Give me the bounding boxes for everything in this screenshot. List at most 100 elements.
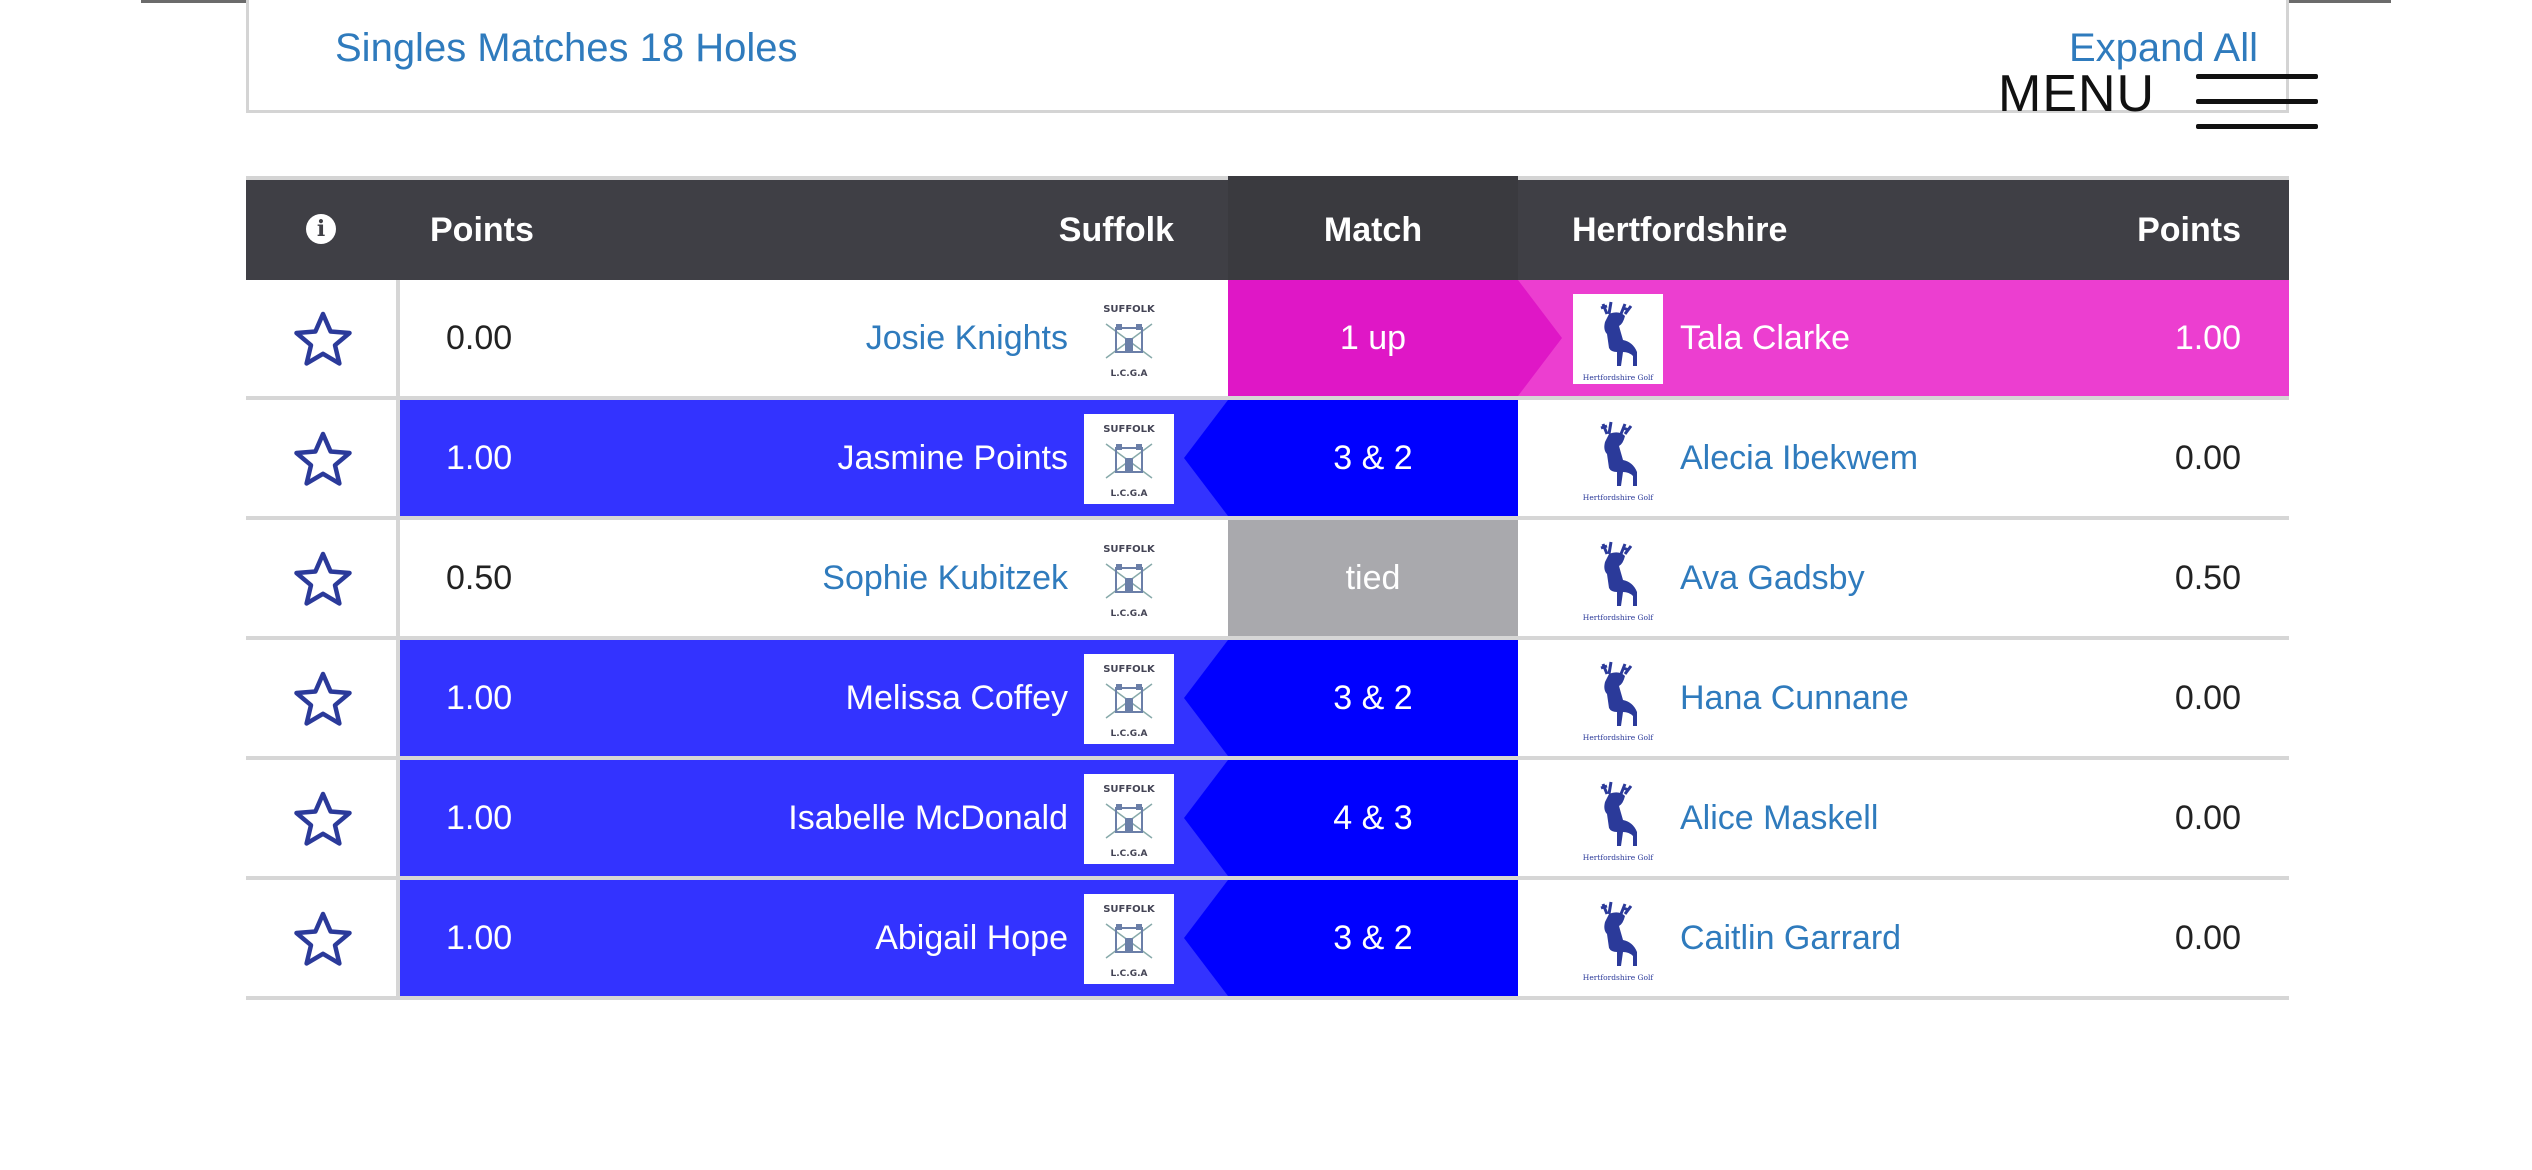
singles-results-table: i Points Suffolk Match Hertfordshire Poi… [246,176,2289,1000]
left-player-name[interactable]: Josie Knights [865,319,1068,357]
favorite-star-button[interactable] [246,280,400,396]
svg-text:L.C.G.A: L.C.G.A [1111,849,1148,859]
left-player-cell: 1.00 Abigail Hope SUFFOLK L.C.G.A [400,880,1228,996]
right-player-name[interactable]: Alecia Ibekwem [1680,439,1919,477]
svg-text:SUFFOLK: SUFFOLK [1103,424,1156,435]
match-result-cell[interactable]: tied [1228,520,1518,636]
right-player-name[interactable]: Ava Gadsby [1680,559,1865,597]
hertfordshire-logo: Hertfordshire Golf [1573,294,1663,384]
info-icon[interactable]: i [306,214,336,244]
left-player-cell: 1.00 Isabelle McDonald SUFFOLK L.C.G.A [400,760,1228,876]
left-points: 1.00 [446,799,513,837]
winner-arrow-left [1184,880,1228,996]
table-body: 0.00 Josie Knights SUFFOLK L.C.G.A 1 up Hertf… [246,280,2289,1000]
left-player-cell: 0.50 Sophie Kubitzek SUFFOLK L.C.G.A [400,520,1228,636]
left-player-name[interactable]: Jasmine Points [837,439,1068,477]
right-points: 0.50 [2174,559,2241,597]
svg-text:SUFFOLK: SUFFOLK [1103,544,1156,555]
svg-text:Hertfordshire Golf: Hertfordshire Golf [1583,373,1655,382]
svg-text:SUFFOLK: SUFFOLK [1103,664,1156,675]
left-player-cell: 1.00 Jasmine Points SUFFOLK L.C.G.A [400,400,1228,516]
right-points: 0.00 [2174,679,2241,717]
match-result: tied [1345,559,1401,597]
expand-all-link[interactable]: Expand All [2068,26,2258,70]
table-row[interactable]: 1.00 Jasmine Points SUFFOLK L.C.G.A 3 & 2 Her… [246,400,2289,520]
favorite-star-button[interactable] [246,760,400,876]
suffolk-logo: SUFFOLK L.C.G.A [1084,774,1174,864]
winner-arrow-left [1184,760,1228,876]
table-row[interactable]: 1.00 Melissa Coffey SUFFOLK L.C.G.A 3 & 2 Her… [246,640,2289,760]
right-player-cell: Hertfordshire Golf Tala Clarke 1.00 [1518,280,2289,396]
left-player-name[interactable]: Melissa Coffey [845,679,1068,717]
right-points: 0.00 [2174,799,2241,837]
section-title[interactable]: Singles Matches 18 Holes [335,26,798,70]
svg-text:L.C.G.A: L.C.G.A [1111,729,1148,739]
right-player-cell: Hertfordshire Golf Ava Gadsby 0.50 [1518,520,2289,636]
table-row[interactable]: 1.00 Isabelle McDonald SUFFOLK L.C.G.A 4 & 3… [246,760,2289,880]
left-player-cell: 1.00 Melissa Coffey SUFFOLK L.C.G.A [400,640,1228,756]
left-points: 0.00 [446,319,513,357]
svg-text:Hertfordshire Golf: Hertfordshire Golf [1583,613,1655,622]
match-result: 4 & 3 [1333,799,1413,837]
match-result: 3 & 2 [1333,439,1413,477]
favorite-star-button[interactable] [246,520,400,636]
svg-text:SUFFOLK: SUFFOLK [1103,904,1156,915]
table-row[interactable]: 1.00 Abigail Hope SUFFOLK L.C.G.A 3 & 2 Hertf… [246,880,2289,1000]
right-player-name[interactable]: Tala Clarke [1680,319,1851,357]
hertfordshire-logo: Hertfordshire Golf [1573,654,1663,744]
suffolk-logo: SUFFOLK L.C.G.A [1084,414,1174,504]
favorite-star-button[interactable] [246,640,400,756]
right-points: 0.00 [2174,919,2241,957]
right-player-name[interactable]: Caitlin Garrard [1680,919,1902,957]
team-right-header: Hertfordshire [1572,211,1788,249]
match-header-bg [1228,176,1518,280]
svg-text:L.C.G.A: L.C.G.A [1111,489,1148,499]
svg-text:SUFFOLK: SUFFOLK [1103,304,1156,315]
section-header: Singles Matches 18 Holes Expand All [246,0,2289,113]
right-player-cell: Hertfordshire Golf Hana Cunnane 0.00 [1518,640,2289,756]
winner-arrow-left [1184,400,1228,516]
right-player-cell: Hertfordshire Golf Alice Maskell 0.00 [1518,760,2289,876]
favorite-star-button[interactable] [246,880,400,996]
winner-arrow-right [1518,280,1562,396]
table-header: i Points Suffolk Match Hertfordshire Poi… [246,176,2289,280]
right-player-cell: Hertfordshire Golf Alecia Ibekwem 0.00 [1518,400,2289,516]
svg-text:L.C.G.A: L.C.G.A [1111,969,1148,979]
match-result-cell[interactable]: 1 up [1228,280,1562,396]
svg-text:Hertfordshire Golf: Hertfordshire Golf [1583,853,1655,862]
svg-text:Hertfordshire Golf: Hertfordshire Golf [1583,733,1655,742]
match-header: Match [1323,211,1423,249]
svg-text:Hertfordshire Golf: Hertfordshire Golf [1583,973,1655,982]
svg-text:L.C.G.A: L.C.G.A [1111,369,1148,379]
suffolk-logo: SUFFOLK L.C.G.A [1084,654,1174,744]
left-points: 1.00 [446,439,513,477]
points-right-header: Points [2137,211,2241,249]
left-player-name[interactable]: Isabelle McDonald [788,799,1068,837]
match-result-cell[interactable]: 3 & 2 [1184,640,1518,756]
left-player-name[interactable]: Sophie Kubitzek [822,559,1068,597]
match-result: 1 up [1339,319,1407,357]
hertfordshire-logo: Hertfordshire Golf [1573,414,1663,504]
svg-text:L.C.G.A: L.C.G.A [1111,609,1148,619]
table-row[interactable]: 0.00 Josie Knights SUFFOLK L.C.G.A 1 up Hertf… [246,280,2289,400]
left-points: 0.50 [446,559,513,597]
match-result-cell[interactable]: 3 & 2 [1184,880,1518,996]
hertfordshire-logo: Hertfordshire Golf [1573,894,1663,984]
hertfordshire-logo: Hertfordshire Golf [1573,774,1663,864]
left-player-name[interactable]: Abigail Hope [875,919,1068,957]
match-result-cell[interactable]: 4 & 3 [1184,760,1518,876]
match-result-cell[interactable]: 3 & 2 [1184,400,1518,516]
right-player-name[interactable]: Hana Cunnane [1680,679,1909,717]
table-row[interactable]: 0.50 Sophie Kubitzek SUFFOLK L.C.G.A tied Her… [246,520,2289,640]
suffolk-logo: SUFFOLK L.C.G.A [1084,294,1174,384]
winner-arrow-left [1184,640,1228,756]
favorite-star-button[interactable] [246,400,400,516]
left-points: 1.00 [446,679,513,717]
svg-text:SUFFOLK: SUFFOLK [1103,784,1156,795]
match-result: 3 & 2 [1333,919,1413,957]
hamburger-menu-icon[interactable] [2196,74,2318,130]
match-result: 3 & 2 [1333,679,1413,717]
menu-label[interactable]: MENU [1998,65,2156,123]
points-left-header: Points [430,211,534,249]
right-player-name[interactable]: Alice Maskell [1680,799,1879,837]
